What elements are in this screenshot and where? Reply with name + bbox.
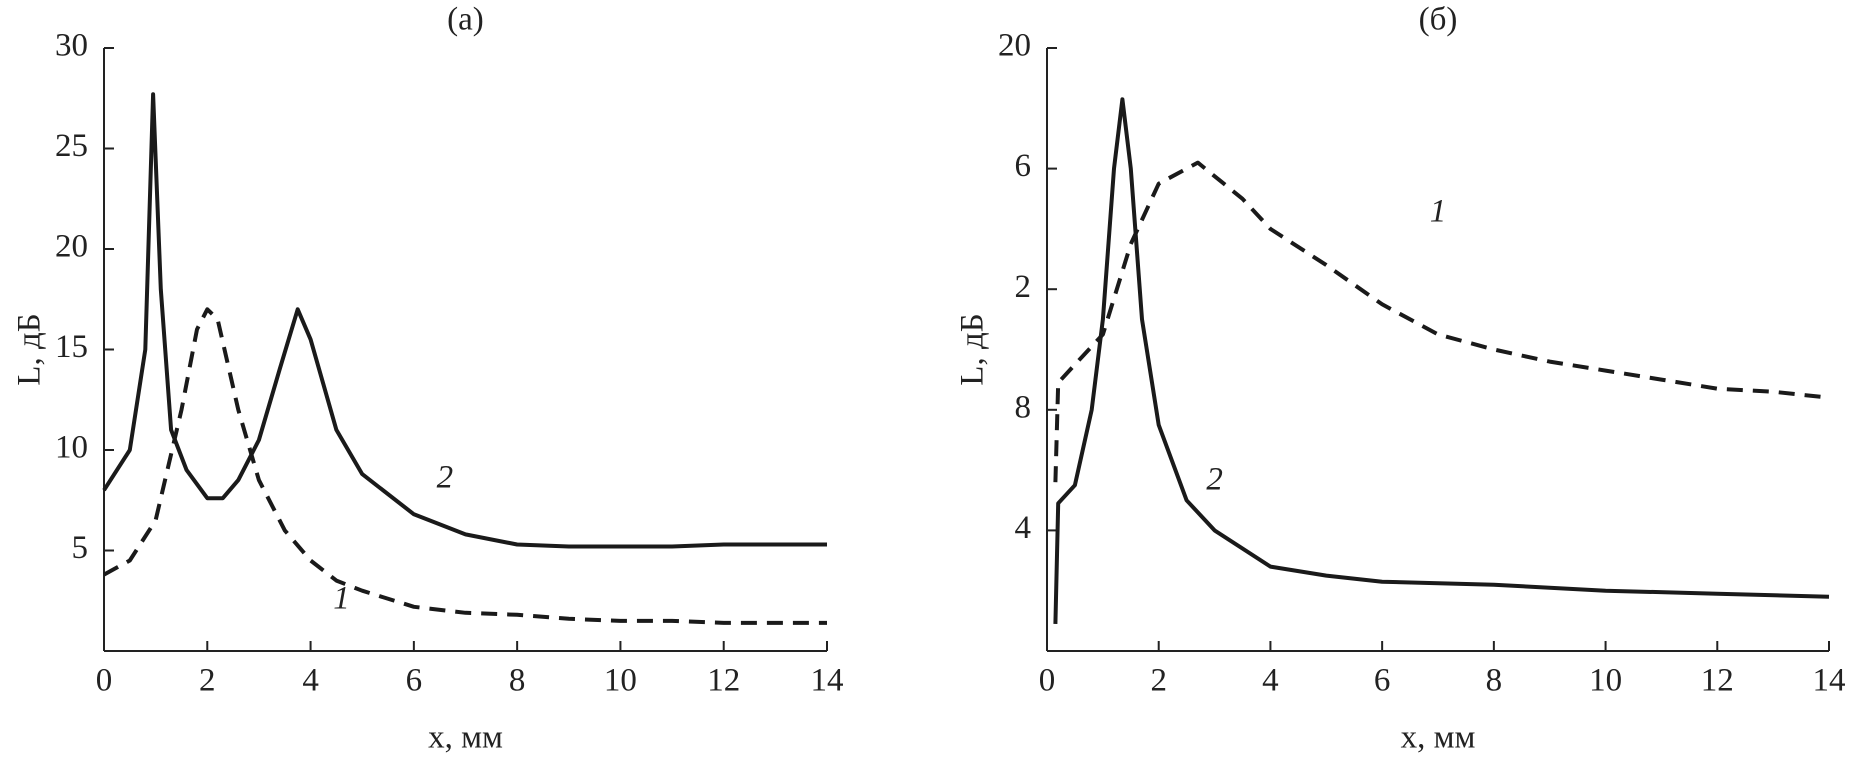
y-tick-label: 25: [55, 128, 88, 164]
x-tick-label: 4: [1262, 663, 1279, 699]
y-tick-label: 30: [55, 28, 88, 64]
x-tick-label: 14: [1813, 663, 1846, 699]
x-tick-label: 10: [604, 663, 637, 699]
x-tick-label: 14: [811, 663, 844, 699]
series-label: 2: [437, 460, 454, 496]
x-tick-label: 0: [1039, 663, 1056, 699]
y-tick-label: 10: [55, 430, 88, 466]
x-tick-label: 0: [96, 663, 113, 699]
y-axis-label: L, дБ: [12, 313, 48, 385]
series-line: [103, 307, 827, 625]
y-axis-label: L, дБ: [955, 313, 991, 385]
y-tick-label: 15: [55, 329, 88, 365]
x-axis-label: x, мм: [1401, 720, 1476, 756]
x-tick-label: 12: [1701, 663, 1734, 699]
x-axis-label: x, мм: [428, 720, 503, 756]
x-tick-label: 6: [1374, 663, 1391, 699]
x-tick-label: 2: [199, 663, 216, 699]
series-label: 1: [333, 580, 350, 616]
x-tick-label: 10: [1589, 663, 1622, 699]
y-tick-label: 4: [1015, 510, 1032, 546]
x-tick-label: 6: [406, 663, 423, 699]
y-tick-label: 20: [55, 229, 88, 265]
x-tick-label: 8: [509, 663, 526, 699]
y-tick-label: 5: [72, 530, 89, 566]
x-tick-label: 12: [707, 663, 740, 699]
x-tick-label: 2: [1150, 663, 1167, 699]
chart-title: (б): [1419, 2, 1458, 38]
x-tick-label: 8: [1486, 663, 1503, 699]
chart-title: (a): [447, 2, 484, 38]
series-label: 1: [1430, 193, 1447, 229]
series-line: [1053, 97, 1830, 624]
y-tick-label: 6: [1015, 148, 1032, 184]
series-line: [102, 92, 827, 549]
y-tick-label: 20: [998, 28, 1031, 64]
x-tick-label: 4: [302, 663, 319, 699]
y-tick-label: 8: [1015, 389, 1032, 425]
series-label: 2: [1206, 462, 1223, 498]
y-tick-label: 2: [1015, 269, 1032, 305]
